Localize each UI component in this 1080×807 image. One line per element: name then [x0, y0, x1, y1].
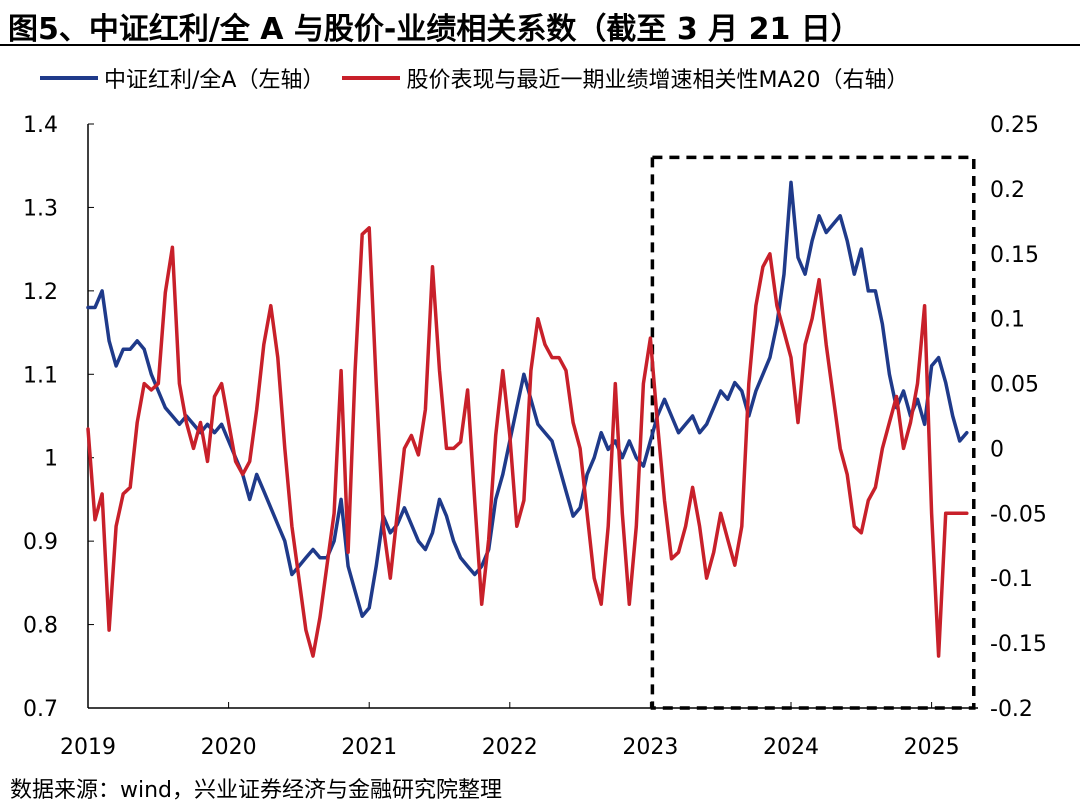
legend-label-dividend-ratio: 中证红利/全A（左轴）: [104, 68, 325, 93]
y-left-tick-label: 1.4: [23, 113, 58, 138]
chart-legend: 中证红利/全A（左轴） 股价表现与最近一期业绩增速相关性MA20（右轴）: [40, 62, 927, 94]
y-left-tick-label: 0.7: [23, 697, 58, 722]
y-left-tick-label: 1.1: [23, 363, 58, 388]
x-tick-label: 2019: [60, 735, 116, 760]
y-right-tick-label: -0.2: [990, 697, 1033, 722]
y-right-tick-label: 0.05: [990, 373, 1039, 398]
x-tick-label: 2025: [904, 735, 960, 760]
series-line-correlation: [86, 226, 969, 658]
x-tick-label: 2020: [201, 735, 257, 760]
y-right-tick-label: 0.1: [990, 308, 1025, 333]
y-right-tick-label: 0.15: [990, 243, 1039, 268]
y-right-tick-label: 0.25: [990, 113, 1039, 138]
y-left-tick-label: 0.9: [23, 530, 58, 555]
series-lines: [86, 180, 969, 658]
y-right-tick-label: 0.2: [990, 178, 1025, 203]
chart-axes: 1.4 1.3 1.2 1.1 1 0.9 0.8 0.7 0.25 0.2 0.15 0.1 0.05…: [23, 113, 1047, 760]
x-tick-label: 2023: [622, 735, 678, 760]
title-divider: [0, 44, 1080, 46]
y-left-tick-label: 1.3: [23, 196, 58, 221]
x-tick-label: 2021: [341, 735, 397, 760]
legend-swatch-blue: [40, 76, 98, 80]
y-right-tick-label: -0.05: [990, 502, 1047, 527]
x-tick-label: 2024: [763, 735, 819, 760]
legend-item-correlation: 股价表现与最近一期业绩增速相关性MA20（右轴）: [342, 62, 909, 94]
y-left-tick-label: 1.2: [23, 280, 58, 305]
y-right-tick-label: -0.15: [990, 632, 1047, 657]
y-right-tick-label: 0: [990, 437, 1004, 462]
y-right-tick-label: -0.1: [990, 567, 1033, 592]
legend-item-dividend-ratio: 中证红利/全A（左轴）: [40, 62, 324, 94]
legend-label-correlation: 股价表现与最近一期业绩增速相关性MA20（右轴）: [406, 68, 909, 93]
source-note: 数据来源：wind，兴业证券经济与金融研究院整理: [10, 778, 503, 803]
chart-title: 图5、中证红利/全 A 与股价-业绩相关系数（截至 3 月 21 日）: [8, 12, 861, 47]
legend-swatch-red: [342, 76, 401, 80]
y-left-tick-label: 0.8: [23, 614, 58, 639]
y-left-tick-label: 1: [44, 447, 58, 472]
x-tick-label: 2022: [482, 735, 538, 760]
